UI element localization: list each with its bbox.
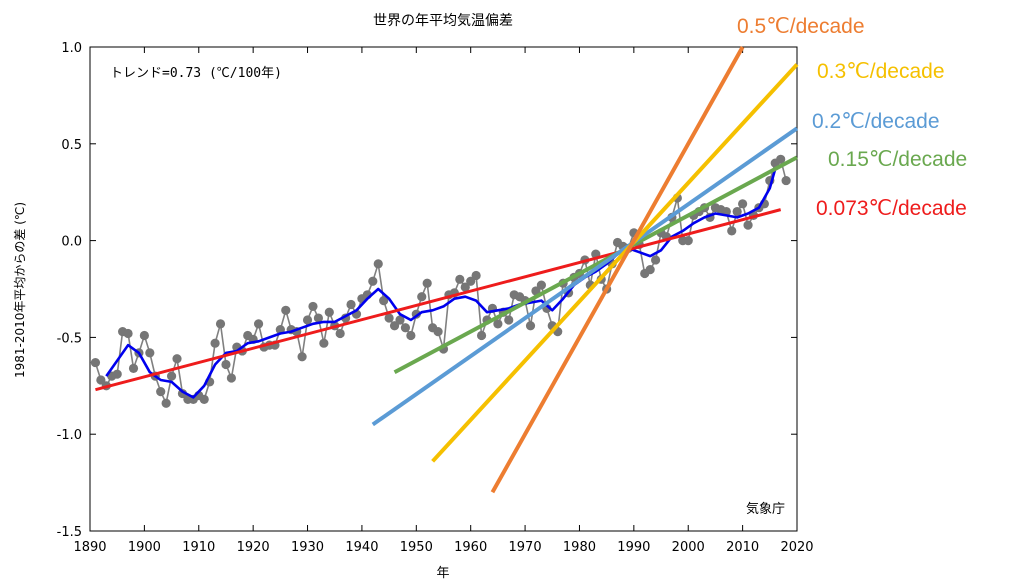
y-axis-label: 1981-2010年平均からの差 (℃) [13, 202, 27, 378]
annual-anomaly-point [379, 296, 389, 306]
annual-anomaly-point [738, 199, 748, 209]
trend-line-02 [371, 126, 799, 427]
annual-anomaly-point [384, 313, 394, 323]
annual-anomaly-point [368, 276, 378, 286]
annual-anomaly-point [335, 328, 345, 339]
x-tick-label: 2020 [780, 540, 813, 555]
x-axis-ticks: 1890 1900 1910 1920 1930 1940 1950 1960 1970 1980… [73, 47, 814, 555]
annual-anomaly-point [683, 236, 693, 246]
annual-anomaly-point [531, 286, 541, 296]
annual-anomaly-point [308, 301, 318, 312]
annual-anomaly-point [226, 373, 236, 383]
annual-anomaly-point [90, 357, 101, 368]
x-tick-label: 1970 [509, 540, 542, 555]
x-tick-label: 1920 [237, 540, 270, 555]
plot-area [90, 46, 799, 494]
y-tick-label: -1.0 [57, 428, 82, 443]
chart-title: 世界の年平均気温偏差 [373, 13, 513, 29]
annual-anomaly-point [389, 321, 400, 331]
trend-line-03 [431, 63, 799, 463]
label-trend-03: 0.3℃/decade [817, 60, 945, 83]
x-tick-label: 2010 [726, 540, 759, 555]
x-tick-label: 1940 [345, 540, 378, 555]
trend-labels: 0.5℃/decade 0.3℃/decade 0.2℃/decade 0.15… [737, 15, 967, 220]
annual-anomaly-point [781, 175, 791, 186]
annual-anomaly-point [156, 387, 166, 397]
trend-annotation: トレンド=0.73 (℃/100年) [110, 66, 282, 81]
annual-anomaly-point [139, 330, 149, 341]
annual-anomaly-point [406, 330, 416, 341]
annual-anomaly-point [433, 326, 443, 337]
trend-line-0073 [95, 208, 782, 392]
annual-anomaly-point [400, 323, 411, 333]
plot-frame [89, 46, 798, 532]
annual-anomaly-point [476, 330, 487, 341]
annual-anomaly-point [455, 274, 465, 284]
x-tick-label: 1950 [400, 540, 433, 555]
annual-anomaly-line [94, 157, 787, 406]
annual-anomaly-point [373, 259, 383, 269]
annual-anomaly-point [493, 319, 503, 329]
annual-anomaly-point [161, 398, 171, 408]
annual-anomaly-point [166, 371, 177, 381]
annual-anomaly-point [253, 319, 264, 329]
x-tick-label: 1990 [617, 540, 650, 555]
y-tick-label: 0.5 [61, 138, 82, 153]
annual-anomaly-point [128, 363, 139, 373]
x-tick-label: 1960 [454, 540, 487, 555]
x-tick-label: 1900 [128, 540, 161, 555]
x-tick-label: 1980 [563, 540, 596, 555]
annual-anomaly-point [210, 338, 220, 348]
trend-line-05 [490, 46, 745, 494]
annual-anomaly-point [172, 354, 182, 364]
y-axis-ticks: 1.0 0.5 0.0 -0.5 -1.0 -1.5 [57, 41, 797, 540]
annual-anomaly-point [215, 319, 226, 329]
annual-anomaly-point [525, 321, 536, 331]
x-axis-label: 年 [436, 566, 449, 581]
annual-anomaly-point [727, 226, 737, 236]
x-tick-label: 1910 [182, 540, 215, 555]
annual-anomaly-point [651, 255, 661, 265]
annual-anomaly-point [743, 220, 753, 230]
annual-anomaly-point [776, 154, 786, 164]
annual-anomaly-point [319, 338, 329, 348]
label-trend-05: 0.5℃/decade [737, 15, 865, 38]
annual-anomaly-point [466, 276, 476, 286]
x-tick-label: 1890 [73, 540, 106, 555]
annual-anomaly-point [645, 265, 655, 275]
label-trend-0073: 0.073℃/decade [816, 197, 967, 220]
x-tick-label: 1930 [291, 540, 324, 555]
annual-anomaly-point [313, 313, 324, 323]
annual-anomaly-point [112, 369, 122, 379]
annual-anomaly-point [422, 278, 432, 288]
annual-anomaly-point [346, 299, 356, 310]
annual-anomaly-point [145, 348, 155, 358]
y-tick-label: 0.0 [61, 235, 82, 250]
y-tick-label: 1.0 [61, 41, 82, 56]
label-trend-015: 0.15℃/decade [828, 148, 967, 171]
annual-anomaly-point [417, 292, 427, 302]
annual-anomaly-point [504, 315, 514, 325]
source-label: 気象庁 [746, 501, 785, 517]
annual-anomaly-point [297, 352, 307, 362]
annual-anomaly-point [281, 305, 291, 315]
annual-anomaly-point [123, 328, 133, 339]
annual-anomaly-point [96, 375, 106, 385]
annual-anomaly-point [460, 282, 470, 292]
running-mean-line [105, 168, 777, 399]
annual-anomaly-point [732, 206, 742, 217]
x-tick-label: 2000 [672, 540, 705, 555]
trend-line-015 [393, 155, 798, 375]
y-tick-label: -1.5 [57, 525, 82, 540]
annual-anomaly-point [324, 307, 334, 317]
annual-anomaly-point [395, 315, 405, 325]
annual-anomaly-point [302, 315, 313, 325]
annual-anomaly-point [221, 359, 231, 370]
y-tick-label: -0.5 [57, 331, 82, 346]
annual-anomaly-point [536, 280, 546, 290]
annual-anomaly-point [471, 270, 481, 281]
label-trend-02: 0.2℃/decade [812, 110, 940, 133]
annual-anomaly-point [199, 394, 209, 404]
